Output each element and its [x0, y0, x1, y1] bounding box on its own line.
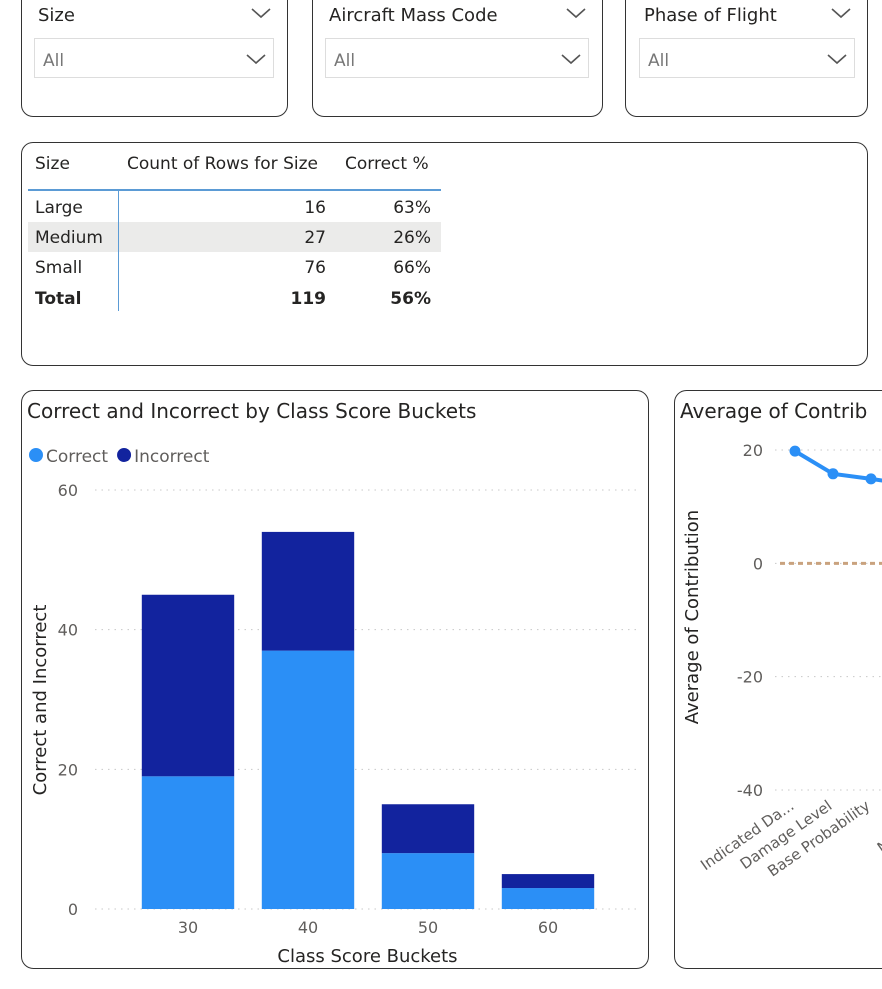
column-divider	[118, 191, 119, 311]
bar-segment	[501, 874, 595, 889]
legend-label: Correct	[46, 447, 108, 467]
bar-segment	[261, 531, 355, 651]
dropdown-value: All	[334, 51, 356, 71]
y-tick-label: 0	[68, 900, 78, 919]
table-cell: Small	[35, 258, 83, 278]
chevron	[251, 8, 271, 19]
y-tick-label: 60	[58, 481, 78, 500]
dropdown-value: All	[648, 51, 670, 71]
dropdown[interactable]: All	[34, 38, 274, 78]
table-cell: Total	[35, 289, 82, 309]
y-tick-label: 20	[743, 441, 763, 460]
dropdown[interactable]: All	[325, 38, 589, 78]
chart-title: Correct and Incorrect by Class Score Buc…	[27, 399, 476, 423]
table-cell: 27	[304, 228, 326, 248]
column-header[interactable]: Size	[35, 154, 70, 174]
y-tick-label: -20	[737, 668, 763, 687]
table-card: Size Count of Rows for Size Correct % La…	[21, 142, 868, 366]
chart-card	[21, 390, 649, 969]
table-cell: 16	[304, 198, 326, 218]
row-highlight	[28, 222, 441, 252]
chevron	[827, 54, 847, 65]
header-underline	[28, 189, 441, 191]
bar-segment	[141, 776, 235, 909]
y-axis-title: Average of Contribution	[682, 510, 703, 724]
x-tick-label: Hei	[881, 797, 882, 826]
x-axis-title: Class Score Buckets	[277, 946, 457, 967]
y-tick-label: 0	[753, 554, 763, 573]
slicer-title: Phase of Flight	[644, 5, 777, 26]
slicer[interactable]: Aircraft Mass Code All	[312, 0, 603, 117]
x-tick-label: 40	[298, 918, 318, 937]
bar-segment	[381, 804, 475, 854]
x-tick-label: 60	[538, 918, 558, 937]
chevron	[561, 54, 581, 65]
table-cell: Medium	[35, 228, 103, 248]
line-marker	[827, 468, 839, 480]
slicer-title: Size	[38, 5, 75, 26]
x-tick-label: 30	[178, 918, 198, 937]
table-cell: 76	[304, 258, 326, 278]
slicer[interactable]: Phase of Flight All	[625, 0, 868, 117]
table-cell: 119	[290, 289, 327, 309]
line	[793, 449, 882, 483]
table-cell: 26%	[393, 228, 431, 248]
bar-segment	[141, 594, 235, 777]
chevron	[831, 8, 851, 19]
line-marker	[789, 445, 801, 457]
column-header[interactable]: Correct %	[345, 154, 429, 174]
bar-segment	[501, 888, 595, 909]
legend-label: Incorrect	[134, 447, 210, 467]
dropdown-value: All	[43, 51, 65, 71]
slicer[interactable]: Size All	[21, 0, 288, 117]
legend-swatch	[117, 448, 132, 462]
slicer-title: Aircraft Mass Code	[329, 5, 498, 26]
table-cell: 66%	[393, 258, 431, 278]
y-axis-title: Correct and Incorrect	[30, 605, 51, 796]
chart-card	[674, 390, 882, 969]
column-header[interactable]: Count of Rows for Size	[127, 154, 318, 174]
bar-segment	[261, 650, 355, 909]
legend-swatch	[29, 448, 43, 462]
y-tick-label: -40	[737, 781, 763, 800]
x-tick-label: 50	[418, 918, 438, 937]
dropdown[interactable]: All	[639, 38, 855, 78]
table-cell: Large	[35, 198, 83, 218]
chevron	[246, 54, 266, 65]
table-cell: 56%	[390, 289, 431, 309]
chart-title: Average of Contrib	[680, 399, 867, 423]
y-tick-label: 20	[58, 760, 78, 779]
y-tick-label: 40	[58, 621, 78, 640]
table-cell: 63%	[393, 198, 431, 218]
x-tick-label: Number of	[874, 796, 882, 857]
bar-segment	[381, 853, 475, 909]
chevron	[566, 8, 586, 19]
line-marker	[865, 473, 877, 485]
